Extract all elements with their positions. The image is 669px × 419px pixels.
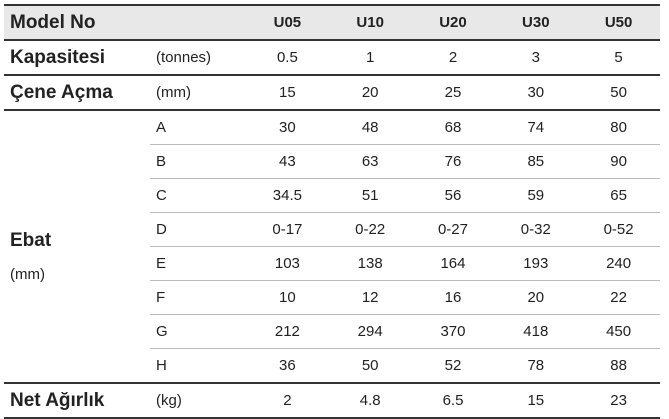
table-body: Model No U05 U10 U20 U30 U50 Kapasitesi (tonnes… [4, 4, 660, 419]
cell-value: 6.5 [411, 383, 495, 419]
cell-value: 5 [577, 40, 660, 76]
cell-value: 370 [411, 314, 495, 349]
cell-value: 30 [494, 75, 578, 111]
cell-value: 78 [494, 348, 578, 384]
cell-value: 20 [328, 75, 412, 111]
dimension-key: D [150, 212, 246, 247]
cell-value: 63 [328, 144, 412, 179]
cell-value: 15 [246, 75, 329, 111]
cell-value: 10 [246, 280, 329, 315]
header-blank [150, 4, 246, 41]
cell-value: 80 [577, 110, 660, 145]
cell-value: 22 [577, 280, 660, 315]
cell-value: 76 [411, 144, 495, 179]
ebat-row: D 0-17 0-22 0-27 0-32 0-52 [4, 212, 660, 247]
cell-value: 450 [577, 314, 660, 349]
header-label: Model No [4, 4, 150, 41]
ebat-row: Ebat (mm) A 30 48 68 74 80 [4, 110, 660, 384]
cell-value: 15 [494, 383, 578, 419]
cell-value: 193 [494, 246, 578, 281]
row-unit: (tonnes) [150, 40, 246, 76]
ebat-row: C 34.5 51 56 59 65 [4, 178, 660, 213]
cell-value: 74 [494, 110, 578, 145]
cell-value: 16 [411, 280, 495, 315]
cell-value: 51 [328, 178, 412, 213]
cell-value: 0-22 [328, 212, 412, 247]
dimension-key: F [150, 280, 246, 315]
cell-value: 59 [494, 178, 578, 213]
dimension-key: C [150, 178, 246, 213]
cell-value: 30 [246, 110, 329, 145]
cell-value: 20 [494, 280, 578, 315]
cell-value: 56 [411, 178, 495, 213]
ebat-row: G 212 294 370 418 450 [4, 314, 660, 349]
ebat-row: E 103 138 164 193 240 [4, 246, 660, 281]
cell-value: 88 [577, 348, 660, 384]
cell-value: 48 [328, 110, 412, 145]
cell-value: 34.5 [246, 178, 329, 213]
cell-value: 0-32 [494, 212, 578, 247]
cell-value: 23 [577, 383, 660, 419]
cell-value: 1 [328, 40, 412, 76]
cell-value: 4.8 [328, 383, 412, 419]
cell-value: 0-17 [246, 212, 329, 247]
spec-row: Kapasitesi (tonnes) 0.5 1 2 3 5 [4, 40, 660, 76]
cell-value: 103 [246, 246, 329, 281]
cell-value: 52 [411, 348, 495, 384]
cell-value: 68 [411, 110, 495, 145]
spec-row: Çene Açma (mm) 15 20 25 30 50 [4, 75, 660, 111]
model-name: U30 [494, 4, 578, 41]
row-label: Kapasitesi [4, 40, 150, 76]
header-row: Model No U05 U10 U20 U30 U50 [4, 4, 660, 41]
cell-value: 138 [328, 246, 412, 281]
model-name: U50 [577, 4, 660, 41]
cell-value: 164 [411, 246, 495, 281]
cell-value: 212 [246, 314, 329, 349]
footer-unit: (kg) [150, 383, 246, 419]
model-name: U20 [411, 4, 495, 41]
cell-value: 3 [494, 40, 578, 76]
cell-value: 2 [411, 40, 495, 76]
ebat-row: H 36 50 52 78 88 [4, 348, 660, 384]
dimension-key: G [150, 314, 246, 349]
ebat-row: F 10 12 16 20 22 [4, 280, 660, 315]
model-name: U05 [246, 4, 329, 41]
cell-value: 25 [411, 75, 495, 111]
cell-value: 2 [246, 383, 329, 419]
ebat-unit: (mm) [10, 266, 45, 283]
cell-value: 50 [577, 75, 660, 111]
footer-row: Net Ağırlık (kg) 2 4.8 6.5 15 23 [4, 383, 660, 419]
cell-value: 294 [328, 314, 412, 349]
cell-value: 12 [328, 280, 412, 315]
spec-table: Model No U05 U10 U20 U30 U50 Kapasitesi (tonnes… [4, 4, 660, 419]
cell-value: 418 [494, 314, 578, 349]
cell-value: 0-27 [411, 212, 495, 247]
footer-label: Net Ağırlık [4, 383, 150, 419]
dimension-key: A [150, 110, 246, 145]
dimension-key: B [150, 144, 246, 179]
cell-value: 90 [577, 144, 660, 179]
ebat-label: Ebat [10, 230, 52, 251]
cell-value: 0-52 [577, 212, 660, 247]
row-label: Çene Açma [4, 75, 150, 111]
cell-value: 65 [577, 178, 660, 213]
model-name: U10 [328, 4, 412, 41]
ebat-row: B 43 63 76 85 90 [4, 144, 660, 179]
cell-value: 0.5 [246, 40, 329, 76]
cell-value: 85 [494, 144, 578, 179]
cell-value: 240 [577, 246, 660, 281]
cell-value: 36 [246, 348, 329, 384]
cell-value: 43 [246, 144, 329, 179]
dimension-key: H [150, 348, 246, 384]
row-unit: (mm) [150, 75, 246, 111]
ebat-group: Ebat (mm) [4, 110, 150, 384]
dimension-key: E [150, 246, 246, 281]
cell-value: 50 [328, 348, 412, 384]
